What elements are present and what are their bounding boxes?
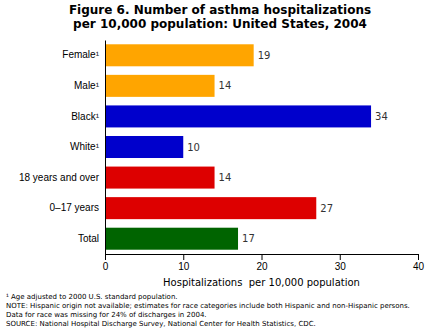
x-tick-label: 30 bbox=[335, 261, 347, 272]
y-axis: Female¹ Male¹ Black¹ White¹ 18 years and ove… bbox=[19, 41, 106, 255]
data-label: 14 bbox=[219, 172, 232, 183]
y-tick: Black¹ bbox=[71, 111, 105, 122]
x-tick: 10 bbox=[178, 254, 190, 272]
bars bbox=[105, 44, 371, 249]
x-tick: 20 bbox=[256, 254, 268, 272]
y-tick: Male¹ bbox=[74, 80, 105, 91]
x-axis-line bbox=[106, 255, 419, 261]
footnote: SOURCE: National Hospital Discharge Surv… bbox=[6, 320, 316, 328]
y-tick: 0–17 years bbox=[50, 202, 105, 213]
bar bbox=[105, 75, 215, 97]
x-axis: 0 10 20 30 40 bbox=[103, 254, 425, 272]
x-tick: 0 bbox=[103, 254, 109, 272]
bar bbox=[105, 197, 316, 219]
footnote: NOTE: Hispanic origin not available; est… bbox=[6, 302, 410, 310]
footnotes: ¹ Age adjusted to 2000 U.S. standard pop… bbox=[6, 293, 410, 328]
data-label: 10 bbox=[187, 142, 200, 153]
x-tick-mark bbox=[105, 254, 106, 260]
footnote: Data for race was missing for 24% of dis… bbox=[6, 311, 207, 319]
y-tick-label: Male¹ bbox=[74, 80, 100, 91]
y-tick-label: 0–17 years bbox=[50, 202, 99, 213]
bar bbox=[105, 136, 183, 158]
y-tick-label: Female¹ bbox=[62, 49, 99, 60]
x-axis-title: Hospitalizations per 10,000 population bbox=[163, 277, 360, 288]
y-tick: White¹ bbox=[70, 141, 105, 152]
data-labels: 19 14 34 10 14 27 17 bbox=[187, 50, 388, 244]
x-tick-label: 20 bbox=[256, 261, 268, 272]
bar bbox=[105, 44, 254, 66]
x-tick-mark bbox=[418, 254, 419, 260]
data-label: 34 bbox=[375, 111, 388, 122]
data-label: 19 bbox=[258, 50, 271, 61]
data-label: 27 bbox=[320, 203, 333, 214]
bar bbox=[105, 228, 238, 250]
bar bbox=[105, 105, 371, 127]
y-axis-line bbox=[105, 41, 106, 255]
x-tick-label: 10 bbox=[178, 261, 190, 272]
x-tick-mark bbox=[262, 254, 263, 260]
y-tick: Total bbox=[78, 233, 105, 244]
x-tick-label: 0 bbox=[103, 261, 109, 272]
y-tick-label: 18 years and over bbox=[19, 172, 100, 183]
chart: Figure 6. Number of asthma hospitalizati… bbox=[0, 0, 440, 331]
y-tick-label: Total bbox=[78, 233, 99, 244]
x-tick-mark bbox=[340, 254, 341, 260]
data-label: 14 bbox=[219, 80, 232, 91]
title: Figure 6. Number of asthma hospitalizati… bbox=[69, 3, 371, 31]
y-tick-label: Black¹ bbox=[71, 111, 99, 122]
data-label: 17 bbox=[242, 233, 255, 244]
y-tick-label: White¹ bbox=[70, 141, 100, 152]
x-tick: 30 bbox=[335, 254, 347, 272]
bar bbox=[105, 167, 215, 189]
footnote: ¹ Age adjusted to 2000 U.S. standard pop… bbox=[6, 293, 178, 301]
x-tick: 40 bbox=[413, 254, 425, 272]
y-tick: 18 years and over bbox=[19, 172, 105, 183]
x-tick-label: 40 bbox=[413, 261, 425, 272]
y-tick: Female¹ bbox=[62, 49, 105, 60]
x-tick-mark bbox=[183, 254, 184, 260]
